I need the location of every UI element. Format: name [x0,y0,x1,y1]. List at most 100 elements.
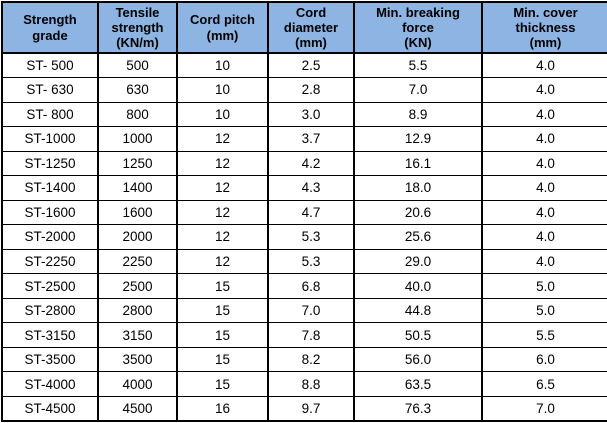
cell-min-breaking-force: 63.5 [353,371,483,397]
cell-min-cover-thickness: 4.0 [481,101,607,128]
cell-cord-diameter: 7.8 [267,322,355,348]
cell-cord-pitch: 15 [176,322,269,348]
column-header-cord-diameter: Cord diameter (mm) [267,1,355,54]
cell-min-breaking-force: 20.6 [353,199,483,226]
cell-cord-pitch: 12 [176,248,269,275]
cell-cord-pitch: 16 [176,395,269,422]
cell-strength-grade: ST- 800 [1,101,99,128]
cell-min-breaking-force: 56.0 [353,346,483,373]
cell-min-cover-thickness: 4.0 [481,248,607,275]
table-row: ST-4500 4500 16 9.7 76.3 7.0 [1,395,607,422]
cell-cord-diameter: 8.8 [267,371,355,397]
cell-cord-diameter: 4.7 [267,199,355,226]
cell-tensile-strength: 500 [97,52,178,79]
table-row: ST-4000 4000 15 8.8 63.5 6.5 [1,371,607,397]
cell-cord-pitch: 12 [176,150,269,177]
cell-cord-pitch: 12 [176,199,269,226]
cell-min-breaking-force: 16.1 [353,150,483,177]
cell-cord-diameter: 4.3 [267,175,355,201]
table-header: Strength grade Tensile strength (KN/m) C… [1,1,607,54]
cell-min-cover-thickness: 6.5 [481,371,607,397]
table-row: ST- 500 500 10 2.5 5.5 4.0 [1,52,607,79]
table-row: ST- 630 630 10 2.8 7.0 4.0 [1,77,607,103]
cell-min-cover-thickness: 5.5 [481,322,607,348]
cell-min-breaking-force: 5.5 [353,52,483,79]
cell-tensile-strength: 4500 [97,395,178,422]
cell-min-cover-thickness: 5.0 [481,273,607,299]
cell-cord-diameter: 2.5 [267,52,355,79]
cell-cord-pitch: 15 [176,371,269,397]
cell-strength-grade: ST-3150 [1,322,99,348]
table-row: ST-3150 3150 15 7.8 50.5 5.5 [1,322,607,348]
cell-cord-pitch: 10 [176,52,269,79]
cell-min-cover-thickness: 4.0 [481,126,607,152]
cell-strength-grade: ST-2000 [1,224,99,250]
column-header-min-breaking-force: Min. breaking force (KN) [353,1,483,54]
column-header-min-cover-thickness: Min. cover thickness (mm) [481,1,607,54]
cell-tensile-strength: 3150 [97,322,178,348]
cell-min-breaking-force: 44.8 [353,297,483,324]
cell-cord-diameter: 5.3 [267,248,355,275]
cell-cord-diameter: 3.0 [267,101,355,128]
header-row: Strength grade Tensile strength (KN/m) C… [1,1,607,54]
cell-min-cover-thickness: 5.0 [481,297,607,324]
cell-cord-diameter: 7.0 [267,297,355,324]
cell-strength-grade: ST-4000 [1,371,99,397]
table-row: ST-1600 1600 12 4.7 20.6 4.0 [1,199,607,226]
cell-strength-grade: ST-1400 [1,175,99,201]
cell-tensile-strength: 2250 [97,248,178,275]
cell-strength-grade: ST-4500 [1,395,99,422]
cell-cord-diameter: 9.7 [267,395,355,422]
cell-tensile-strength: 2800 [97,297,178,324]
table-row: ST-1400 1400 12 4.3 18.0 4.0 [1,175,607,201]
cell-strength-grade: ST- 630 [1,77,99,103]
cell-strength-grade: ST-2800 [1,297,99,324]
cell-strength-grade: ST- 500 [1,52,99,79]
cell-tensile-strength: 1400 [97,175,178,201]
cell-min-breaking-force: 7.0 [353,77,483,103]
cell-tensile-strength: 2500 [97,273,178,299]
cell-min-breaking-force: 8.9 [353,101,483,128]
cell-cord-pitch: 10 [176,101,269,128]
cell-min-breaking-force: 29.0 [353,248,483,275]
table-row: ST- 800 800 10 3.0 8.9 4.0 [1,101,607,128]
cell-strength-grade: ST-3500 [1,346,99,373]
cell-strength-grade: ST-1000 [1,126,99,152]
cell-cord-pitch: 12 [176,126,269,152]
cell-cord-diameter: 2.8 [267,77,355,103]
cell-tensile-strength: 800 [97,101,178,128]
cell-tensile-strength: 1600 [97,199,178,226]
cell-tensile-strength: 3500 [97,346,178,373]
cell-cord-pitch: 12 [176,175,269,201]
cell-cord-diameter: 6.8 [267,273,355,299]
cell-cord-pitch: 10 [176,77,269,103]
cell-cord-pitch: 15 [176,273,269,299]
cell-strength-grade: ST-2250 [1,248,99,275]
cell-strength-grade: ST-2500 [1,273,99,299]
cell-min-breaking-force: 76.3 [353,395,483,422]
column-header-cord-pitch: Cord pitch (mm) [176,1,269,54]
cell-min-cover-thickness: 7.0 [481,395,607,422]
cell-min-cover-thickness: 4.0 [481,150,607,177]
table-row: ST-1250 1250 12 4.2 16.1 4.0 [1,150,607,177]
table-body: ST- 500 500 10 2.5 5.5 4.0 ST- 630 630 10 2.8 7.0 4… [1,52,607,422]
cell-cord-diameter: 4.2 [267,150,355,177]
cell-cord-pitch: 15 [176,297,269,324]
cell-tensile-strength: 630 [97,77,178,103]
cell-min-cover-thickness: 4.0 [481,199,607,226]
cell-min-cover-thickness: 4.0 [481,175,607,201]
column-header-strength-grade: Strength grade [1,1,99,54]
cell-tensile-strength: 1000 [97,126,178,152]
cell-min-breaking-force: 18.0 [353,175,483,201]
table-row: ST-2800 2800 15 7.0 44.8 5.0 [1,297,607,324]
cell-min-cover-thickness: 4.0 [481,77,607,103]
table-row: ST-1000 1000 12 3.7 12.9 4.0 [1,126,607,152]
table-row: ST-3500 3500 15 8.2 56.0 6.0 [1,346,607,373]
cell-min-cover-thickness: 4.0 [481,224,607,250]
table-row: ST-2250 2250 12 5.3 29.0 4.0 [1,248,607,275]
cell-min-breaking-force: 50.5 [353,322,483,348]
cell-min-breaking-force: 12.9 [353,126,483,152]
cell-min-breaking-force: 40.0 [353,273,483,299]
cell-tensile-strength: 2000 [97,224,178,250]
